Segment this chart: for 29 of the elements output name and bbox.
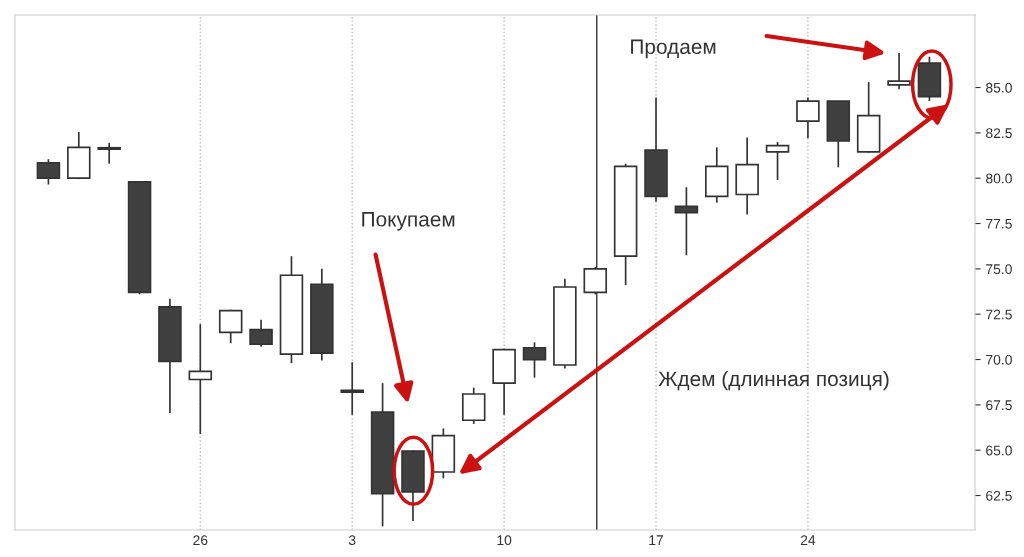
x-tick-label: 26 <box>193 535 208 546</box>
y-tick-label: 85.0 <box>986 82 1012 93</box>
y-tick-label: 67.5 <box>986 400 1012 411</box>
y-tick-label: 82.5 <box>986 128 1012 139</box>
x-tick-label: 10 <box>497 535 512 546</box>
candlestick <box>674 186 699 257</box>
annotation: Ждем (длинная позиця) <box>658 370 889 391</box>
annotation: Продаем <box>631 39 716 59</box>
annotation: Покупаем <box>362 212 455 231</box>
candlestick <box>249 318 273 348</box>
candlestick <box>340 361 364 416</box>
y-tick-label: 62.5 <box>986 490 1012 501</box>
x-tick-label: 17 <box>649 535 664 545</box>
y-tick-label: 80.0 <box>986 173 1012 184</box>
candlestick <box>218 308 243 345</box>
x-tick-label: 24 <box>800 535 816 545</box>
x-tick-label: 3 <box>348 535 356 546</box>
y-tick-label: 70.0 <box>986 354 1012 365</box>
candlestick <box>887 52 911 91</box>
y-tick-label: 75.0 <box>986 264 1012 275</box>
candlestick <box>36 158 61 186</box>
y-tick-label: 72.5 <box>986 309 1012 320</box>
y-tick-label: 77.5 <box>986 219 1012 229</box>
candlestick <box>796 96 820 140</box>
candlestick <box>97 142 121 165</box>
y-tick-label: 65.0 <box>986 445 1012 456</box>
candlestick <box>188 323 213 435</box>
candlestick <box>765 141 790 181</box>
candlestick <box>522 341 547 379</box>
